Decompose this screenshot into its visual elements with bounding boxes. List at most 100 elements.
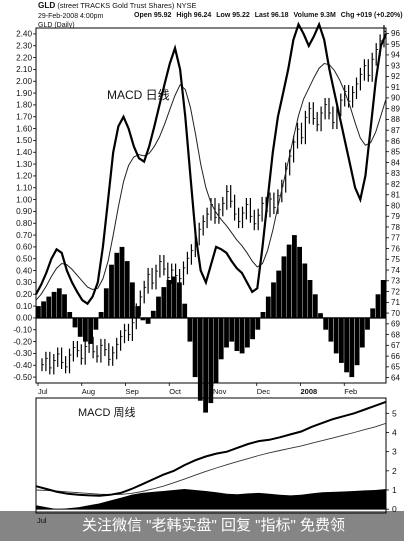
weekly-histogram bbox=[36, 489, 386, 510]
right-tick-label: 80 bbox=[391, 201, 400, 210]
right-tick-label: 73 bbox=[391, 277, 400, 286]
left-tick-label: 0.70 bbox=[16, 231, 32, 240]
right-tick-label: 64 bbox=[391, 373, 400, 382]
left-tick-label: 1.80 bbox=[16, 101, 32, 110]
weekly-tick-label: 0 bbox=[392, 504, 397, 514]
month-label: Feb bbox=[344, 387, 357, 396]
quote-last: Last 96.18 bbox=[254, 12, 289, 19]
right-tick-label: 76 bbox=[391, 244, 400, 253]
quote-open: Open 95.92 bbox=[134, 12, 172, 19]
left-tick-label: 2.00 bbox=[16, 77, 32, 86]
macd-histogram-bar bbox=[83, 317, 88, 342]
weekly-macd-line bbox=[35, 400, 387, 497]
macd-histogram-bar bbox=[208, 317, 214, 404]
macd-histogram-bar bbox=[150, 310, 156, 318]
macd-histogram-bar bbox=[250, 317, 255, 340]
weekly-signal-line bbox=[35, 422, 387, 496]
macd-histogram-bar bbox=[265, 296, 271, 318]
macd-histogram-bar bbox=[239, 317, 245, 354]
right-tick-label: 74 bbox=[391, 266, 400, 275]
left-tick-label: 0.20 bbox=[16, 290, 32, 299]
macd-histogram-bar bbox=[318, 313, 323, 318]
macd-histogram-bar bbox=[302, 263, 308, 318]
macd-histogram-bar bbox=[145, 317, 151, 324]
chart-subtitle: GLD (Daily) bbox=[38, 22, 75, 29]
quote-change: Chg +019 (+0.20%) bbox=[340, 12, 403, 19]
left-tick-label: -0.10 bbox=[13, 326, 32, 335]
daily-chart: 2.40 2.30 2.20 2.10 2.00 1.90 1.80 1.70 1.60 1.50… bbox=[13, 21, 400, 413]
right-tick-label: 70 bbox=[391, 309, 400, 318]
left-tick-label: 1.20 bbox=[16, 172, 32, 181]
macd-histogram-bar bbox=[177, 282, 182, 318]
right-tick-label: 96 bbox=[391, 29, 400, 38]
left-tick-label: 2.10 bbox=[16, 65, 32, 74]
weekly-frame bbox=[35, 397, 387, 514]
weekly-tick-label: 4 bbox=[392, 428, 397, 438]
right-tick-label: 90 bbox=[391, 94, 400, 103]
macd-histogram-bar bbox=[93, 317, 99, 330]
macd-histogram-bar bbox=[124, 261, 130, 318]
weekly-tick-label: 2 bbox=[392, 466, 397, 476]
right-tick-label: 93 bbox=[391, 61, 400, 70]
macd-histogram-bar bbox=[171, 276, 177, 318]
right-tick-label: 89 bbox=[391, 104, 400, 113]
right-tick-label: 95 bbox=[391, 40, 400, 49]
macd-histogram-bar bbox=[161, 287, 167, 318]
macd-histogram-bar bbox=[166, 280, 172, 318]
weekly-tick-label: 3 bbox=[392, 447, 397, 457]
macd-histogram-bar bbox=[380, 280, 386, 318]
macd-histogram-bar bbox=[286, 244, 292, 318]
left-tick-label: 1.00 bbox=[16, 195, 32, 204]
macd-histogram-bar bbox=[349, 317, 355, 378]
macd-histogram-bar bbox=[255, 317, 261, 330]
macd-histogram-bar bbox=[103, 288, 109, 318]
macd-histogram-bar bbox=[307, 280, 313, 318]
macd-histogram-bar bbox=[56, 288, 62, 318]
macd-histogram-bar bbox=[41, 301, 46, 318]
macd-histogram-bar bbox=[292, 235, 297, 318]
macd-histogram-bar bbox=[119, 246, 125, 318]
right-tick-label: 67 bbox=[391, 341, 400, 350]
macd-histogram-bar bbox=[88, 317, 93, 344]
macd-histogram-bar bbox=[370, 308, 376, 318]
left-tick-label: 1.60 bbox=[16, 124, 32, 133]
left-tick-label: 0.10 bbox=[16, 302, 32, 311]
macd-histogram-bar bbox=[224, 317, 229, 348]
right-tick-label: 77 bbox=[391, 234, 400, 243]
macd-histogram-bar bbox=[312, 294, 318, 318]
macd-histogram-bar bbox=[51, 291, 57, 318]
left-tick-label: -0.20 bbox=[13, 337, 32, 346]
left-tick-label: 1.30 bbox=[16, 160, 32, 169]
macd-histogram-bar bbox=[140, 317, 146, 321]
right-tick-label: 69 bbox=[391, 320, 400, 329]
left-tick-label: -0.50 bbox=[13, 373, 32, 382]
right-tick-label: 79 bbox=[391, 212, 400, 221]
macd-histogram-bar bbox=[281, 256, 287, 318]
right-tick-label: 94 bbox=[391, 51, 400, 60]
right-tick-label: 65 bbox=[391, 363, 400, 372]
chart-header: GLD (street TRACKS Gold Trust Shares) NY… bbox=[38, 1, 196, 10]
macd-histogram-bar bbox=[156, 296, 161, 318]
left-tick-label: 1.40 bbox=[16, 148, 32, 157]
left-tick-label: -0.30 bbox=[13, 349, 32, 358]
right-tick-label: 75 bbox=[391, 255, 400, 264]
macd-histogram-bar bbox=[67, 312, 73, 318]
macd-histogram-bar bbox=[182, 303, 188, 318]
macd-histogram-bar bbox=[46, 296, 52, 318]
right-tick-label: 83 bbox=[391, 169, 400, 178]
macd-histogram-bar bbox=[229, 317, 235, 342]
left-tick-label: 0.80 bbox=[16, 219, 32, 228]
month-label: 2008 bbox=[301, 387, 318, 396]
macd-histogram-bar bbox=[213, 317, 219, 383]
month-label: Nov bbox=[213, 387, 227, 396]
macd-histogram-bar bbox=[375, 294, 381, 318]
left-tick-label: 1.90 bbox=[16, 89, 32, 98]
macd-histogram-bar bbox=[187, 317, 193, 342]
macd-histogram-bar bbox=[109, 264, 114, 318]
macd-histogram-bar bbox=[114, 252, 120, 318]
right-tick-label: 84 bbox=[391, 158, 400, 167]
right-tick-label: 86 bbox=[391, 137, 400, 146]
left-tick-label: 1.10 bbox=[16, 184, 32, 193]
